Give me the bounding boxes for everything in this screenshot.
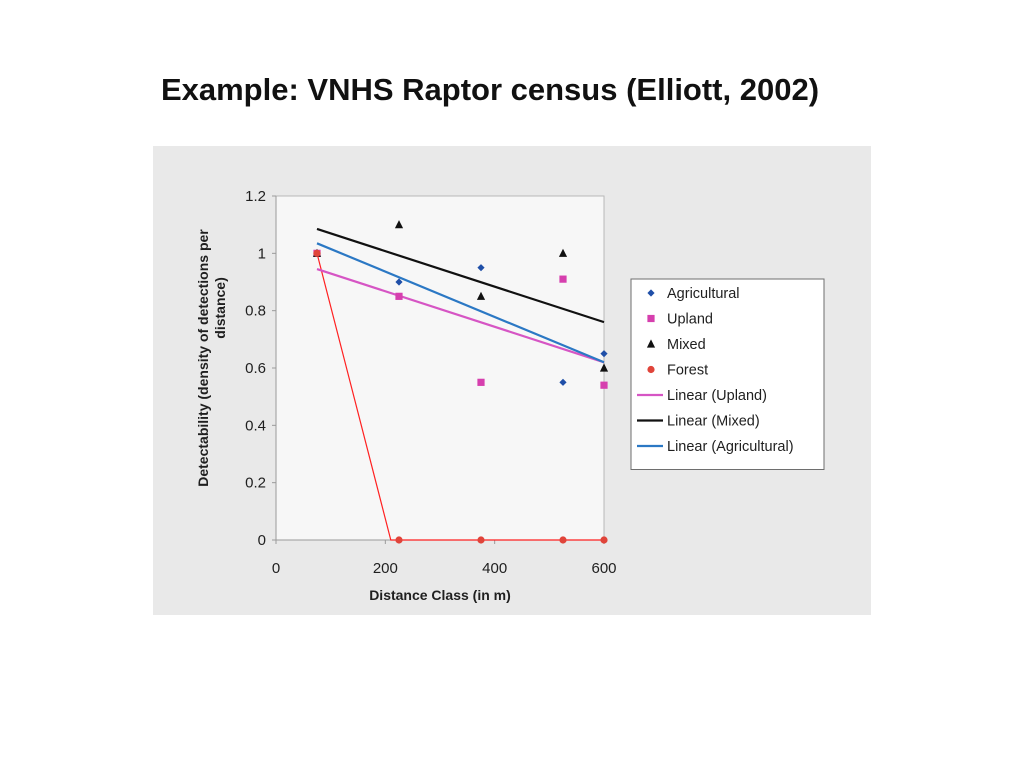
x-tick-label: 600 xyxy=(591,560,616,577)
x-axis-title: Distance Class (in m) xyxy=(369,587,511,603)
point-upland xyxy=(559,275,567,283)
legend-label-upland: Upland xyxy=(667,312,713,328)
trendline-linear-upland xyxy=(316,268,605,364)
point-forest xyxy=(559,536,567,544)
legend: Agricultural Upland Mixed Forest Linear (Upl… xyxy=(630,278,825,470)
trendline-linear-mixed xyxy=(316,227,605,324)
slide-title: Example: VNHS Raptor census (Elliott, 20… xyxy=(160,72,820,107)
legend-label-linear-mixed: Linear (Mixed) xyxy=(667,414,760,430)
y-axis-title-line-2: distance) xyxy=(212,277,228,338)
legend-swatch-mixed xyxy=(646,339,656,348)
legend-box xyxy=(630,278,825,470)
y-tick-label: 1 xyxy=(258,245,266,262)
point-upland xyxy=(600,381,608,389)
legend-label-forest: Forest xyxy=(667,363,708,379)
y-tick-label: 1.2 xyxy=(245,188,266,205)
point-forest xyxy=(395,536,403,544)
points-layer xyxy=(312,220,609,544)
y-tick-label: 0.8 xyxy=(245,303,266,320)
legend-label-linear-upland: Linear (Upland) xyxy=(667,388,767,404)
y-tick-label: 0 xyxy=(258,532,266,549)
legend-swatch-forest xyxy=(647,365,655,374)
y-tick-label: 0.6 xyxy=(245,360,266,377)
x-tick-label: 400 xyxy=(482,560,507,577)
legend-swatch-upland xyxy=(647,314,655,323)
point-forest xyxy=(600,536,608,544)
chart-svg: Distance Class (in m) Detectability (den… xyxy=(153,146,871,615)
point-forest xyxy=(313,249,321,257)
forest-connector-line xyxy=(316,253,604,541)
lines-layer xyxy=(316,227,605,541)
point-mixed xyxy=(599,363,609,372)
legend-label-agricultural: Agricultural xyxy=(667,286,740,302)
point-mixed xyxy=(476,291,486,300)
point-upland xyxy=(395,292,403,300)
y-axis-title-line-1: Detectability (density of detections per xyxy=(195,229,211,487)
labels-layer: Distance Class (in m) Detectability (den… xyxy=(195,188,617,603)
point-forest xyxy=(477,536,485,544)
legend-label-linear-agricultural: Linear (Agricultural) xyxy=(667,439,794,455)
plot-area xyxy=(276,196,604,540)
trendline-linear-agricultural xyxy=(316,242,605,364)
point-agricultural xyxy=(395,278,403,286)
point-mixed xyxy=(394,220,404,229)
y-tick-label: 0.2 xyxy=(245,475,266,492)
chart-figure-panel: Distance Class (in m) Detectability (den… xyxy=(153,146,871,615)
x-tick-label: 0 xyxy=(272,560,280,577)
legend-label-mixed: Mixed xyxy=(667,337,706,353)
point-upland xyxy=(477,378,485,386)
y-tick-label: 0.4 xyxy=(245,417,266,434)
x-tick-label: 200 xyxy=(373,560,398,577)
point-mixed xyxy=(558,248,568,257)
legend-swatch-agricultural xyxy=(647,289,655,297)
